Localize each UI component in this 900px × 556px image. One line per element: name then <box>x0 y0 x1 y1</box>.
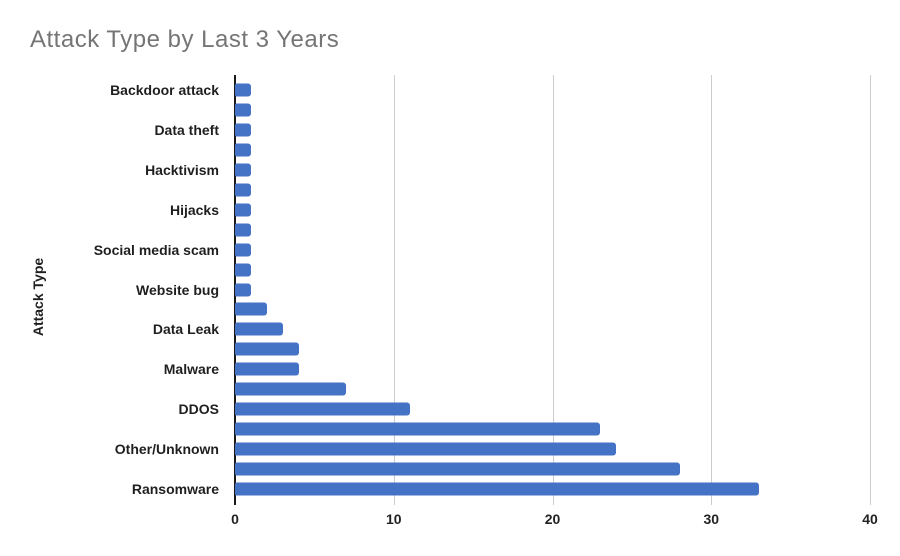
bar-ransomware <box>235 482 759 496</box>
category-label-empty <box>0 299 227 319</box>
bar-row <box>235 260 870 280</box>
bar-data-leak <box>235 322 283 336</box>
category-label: Backdoor attack <box>110 81 219 98</box>
gridline-x-40 <box>870 75 871 505</box>
bar-row <box>235 280 870 300</box>
bar-row <box>235 240 870 260</box>
bar-row <box>235 80 870 100</box>
bar-row <box>235 319 870 339</box>
category-label: Hacktivism <box>145 161 219 178</box>
bar-row <box>235 359 870 379</box>
category-label: Other/Unknown <box>114 441 219 458</box>
bar-row <box>235 120 870 140</box>
plot-area <box>235 80 870 499</box>
gridline-x-30 <box>711 75 713 505</box>
category-label-empty <box>0 379 227 399</box>
bar-row <box>235 479 870 499</box>
bar-unlabeled-17 <box>235 422 601 436</box>
category-label: Malware <box>163 361 219 378</box>
bar-row <box>235 100 870 120</box>
category-label-empty <box>0 220 227 240</box>
category-label: Social media scam <box>93 241 219 258</box>
bar-unlabeled-5 <box>235 183 251 197</box>
x-tick-label-30: 30 <box>703 511 720 527</box>
x-tick-label-10: 10 <box>385 511 402 527</box>
bar-row <box>235 200 870 220</box>
category-label: Data Leak <box>152 321 219 338</box>
chart-title: Attack Type by Last 3 Years <box>30 26 340 53</box>
bar-row <box>235 339 870 359</box>
x-tick-label-20: 20 <box>544 511 561 527</box>
category-label: Website bug <box>136 281 219 298</box>
category-label-empty <box>0 419 227 439</box>
category-label: Ransomware <box>131 481 219 498</box>
category-label-empty <box>0 339 227 359</box>
bar-row <box>235 180 870 200</box>
category-labels: Backdoor attack Data theft Hacktivism Hijac… <box>0 80 227 499</box>
bar-row <box>235 399 870 419</box>
category-label-empty <box>0 260 227 280</box>
bar-other-unknown <box>235 442 616 456</box>
bar-unlabeled-3 <box>235 143 251 157</box>
bar-unlabeled-15 <box>235 382 347 396</box>
bar-hijacks <box>235 203 251 217</box>
category-label: Data theft <box>154 121 219 138</box>
bar-malware <box>235 362 299 376</box>
bar-hacktivism <box>235 163 251 177</box>
bar-backdoor-attack <box>235 83 251 97</box>
bar-unlabeled-11 <box>235 302 267 316</box>
bar-row <box>235 379 870 399</box>
gridline-x-10 <box>393 75 395 505</box>
category-label-empty <box>0 180 227 200</box>
x-tick-label-0: 0 <box>231 511 239 527</box>
gridline-x-20 <box>552 75 554 505</box>
bar-row <box>235 140 870 160</box>
bar-row <box>235 220 870 240</box>
bar-row <box>235 299 870 319</box>
bar-row <box>235 160 870 180</box>
category-label-empty <box>0 459 227 479</box>
bar-unlabeled-9 <box>235 263 251 277</box>
bar-unlabeled-19 <box>235 462 680 476</box>
bar-unlabeled-13 <box>235 342 299 356</box>
bar-row <box>235 459 870 479</box>
bar-data-theft <box>235 123 251 137</box>
bar-website-bug <box>235 283 251 296</box>
bar-unlabeled-1 <box>235 103 251 117</box>
category-label: Hijacks <box>169 201 219 218</box>
category-label-empty <box>0 100 227 120</box>
bar-unlabeled-7 <box>235 223 251 237</box>
x-axis-ticks: 0 10 20 30 40 <box>231 511 878 531</box>
bar-row <box>235 439 870 459</box>
category-label: DDOS <box>178 401 219 418</box>
category-label-empty <box>0 140 227 160</box>
bar-row <box>235 419 870 439</box>
bar-ddos <box>235 402 410 416</box>
bar-social-media-scam <box>235 243 251 257</box>
x-tick-label-40: 40 <box>862 511 878 527</box>
